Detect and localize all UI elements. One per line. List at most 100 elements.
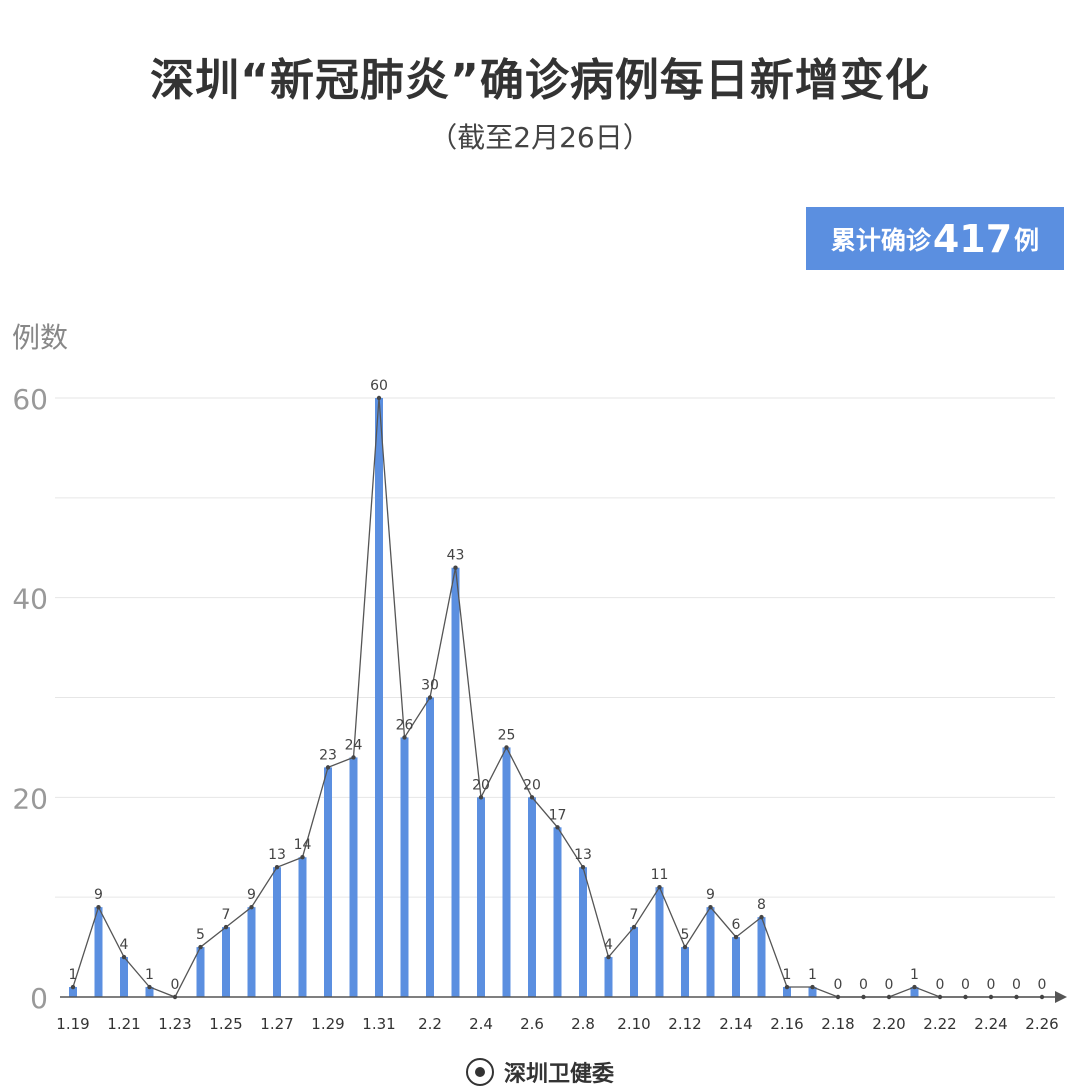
data-label: 0 bbox=[1012, 977, 1021, 993]
x-tick-label: 2.26 bbox=[1025, 1015, 1058, 1033]
bar bbox=[553, 827, 562, 997]
badge-prefix: 累计确诊 bbox=[830, 225, 931, 255]
bar bbox=[94, 907, 103, 997]
data-label: 13 bbox=[574, 847, 592, 863]
data-point bbox=[912, 984, 917, 990]
bar bbox=[451, 567, 460, 997]
footer-source: 深圳卫健委 bbox=[0, 1056, 1080, 1088]
data-point bbox=[249, 904, 254, 910]
data-point bbox=[453, 565, 458, 570]
bar bbox=[706, 907, 715, 997]
y-tick-label: 60 bbox=[12, 383, 48, 416]
bar bbox=[196, 947, 205, 997]
data-point bbox=[937, 994, 943, 1000]
data-point bbox=[810, 984, 815, 990]
y-tick-label: 20 bbox=[12, 782, 48, 815]
bar bbox=[732, 937, 740, 997]
bar bbox=[604, 957, 613, 997]
data-label: 9 bbox=[247, 887, 256, 903]
x-tick-label: 2.16 bbox=[770, 1015, 803, 1033]
data-point bbox=[427, 695, 433, 700]
bar bbox=[324, 767, 332, 997]
footer-source-label: 深圳卫健委 bbox=[503, 1062, 614, 1087]
data-label: 0 bbox=[1038, 977, 1047, 993]
x-tick-label: 2.20 bbox=[872, 1015, 905, 1033]
data-label: 60 bbox=[370, 378, 388, 394]
data-point bbox=[606, 954, 611, 960]
data-label: 20 bbox=[523, 777, 541, 793]
data-point bbox=[198, 944, 203, 950]
data-point bbox=[1014, 994, 1019, 1000]
bar bbox=[400, 737, 409, 997]
x-tick-label: 2.24 bbox=[974, 1015, 1007, 1033]
data-label: 26 bbox=[396, 717, 414, 733]
data-point bbox=[1039, 994, 1045, 1000]
data-point bbox=[300, 855, 305, 860]
bar bbox=[298, 857, 307, 997]
data-label: 4 bbox=[604, 937, 613, 953]
data-point bbox=[759, 914, 764, 920]
y-tick-label: 40 bbox=[12, 583, 48, 616]
data-point bbox=[861, 994, 866, 1000]
data-point bbox=[274, 865, 280, 870]
bar bbox=[426, 697, 434, 997]
bar bbox=[910, 987, 919, 997]
data-label: 0 bbox=[834, 977, 843, 993]
data-point bbox=[172, 994, 178, 1000]
data-point bbox=[631, 924, 637, 930]
data-point bbox=[376, 395, 382, 401]
bar bbox=[120, 957, 128, 997]
data-label: 43 bbox=[447, 548, 465, 564]
x-tick-label: 2.2 bbox=[418, 1015, 442, 1033]
x-tick-label: 1.19 bbox=[56, 1015, 89, 1033]
x-tick-label: 1.29 bbox=[311, 1015, 344, 1033]
data-label: 7 bbox=[630, 907, 639, 923]
x-tick-label: 1.27 bbox=[260, 1015, 293, 1033]
x-tick-label: 2.14 bbox=[719, 1015, 752, 1033]
y-tick-label: 0 bbox=[30, 982, 48, 1015]
bar bbox=[655, 887, 664, 997]
bar bbox=[757, 917, 766, 997]
bar bbox=[222, 927, 230, 997]
data-label: 5 bbox=[681, 927, 690, 943]
data-point bbox=[402, 735, 407, 740]
bar bbox=[349, 757, 358, 997]
x-tick-label: 1.21 bbox=[107, 1015, 140, 1033]
data-point bbox=[96, 904, 101, 910]
data-point bbox=[478, 795, 484, 800]
bar bbox=[477, 797, 485, 997]
data-point bbox=[70, 984, 76, 990]
data-label: 11 bbox=[651, 867, 669, 883]
data-label: 0 bbox=[961, 977, 970, 993]
bar bbox=[502, 747, 511, 997]
data-label: 1 bbox=[145, 967, 154, 983]
bar bbox=[681, 947, 689, 997]
x-tick-label: 2.6 bbox=[520, 1015, 544, 1033]
x-tick-label: 2.12 bbox=[668, 1015, 701, 1033]
data-label: 0 bbox=[171, 977, 180, 993]
chart-subtitle: （截至2月26日） bbox=[429, 121, 651, 154]
data-point bbox=[784, 984, 790, 990]
data-label: 1 bbox=[69, 967, 78, 983]
x-tick-label: 2.4 bbox=[469, 1015, 493, 1033]
data-label: 5 bbox=[196, 927, 205, 943]
data-point bbox=[529, 795, 535, 800]
bar bbox=[808, 987, 817, 997]
data-label: 0 bbox=[885, 977, 894, 993]
total-cases-badge: 累计确诊 417 例 bbox=[806, 207, 1064, 270]
chart-title: 深圳“新冠肺炎”确诊病例每日新增变化 bbox=[150, 55, 930, 106]
bar bbox=[630, 927, 638, 997]
data-label: 9 bbox=[706, 887, 715, 903]
data-label: 25 bbox=[498, 727, 516, 743]
data-point bbox=[657, 884, 662, 890]
data-point bbox=[504, 745, 509, 750]
x-tick-label: 1.25 bbox=[209, 1015, 242, 1033]
data-label: 1 bbox=[808, 967, 817, 983]
data-point bbox=[835, 994, 841, 1000]
data-label: 6 bbox=[732, 917, 741, 933]
data-point bbox=[147, 984, 152, 990]
data-point bbox=[121, 954, 127, 960]
data-label: 0 bbox=[987, 977, 996, 993]
data-label: 8 bbox=[757, 897, 766, 913]
